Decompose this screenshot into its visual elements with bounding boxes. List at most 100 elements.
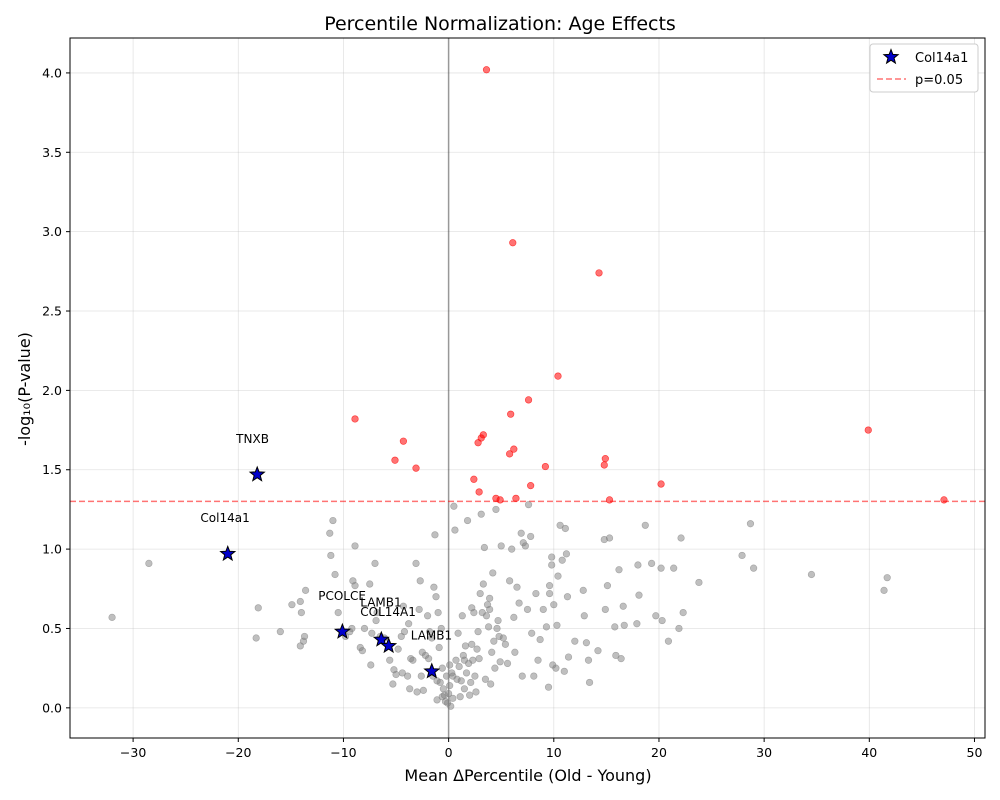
axes: −30 −20 −10 0 10 20 30 40 50 0.0 0.5 1.0 1.5 2.0 2.5 3.… xyxy=(42,65,982,760)
point-nonsignificant xyxy=(532,589,540,598)
x-tick-label: −10 xyxy=(330,745,356,760)
point-nonsignificant xyxy=(634,561,642,569)
point-nonsignificant xyxy=(450,502,458,510)
legend-label-highlight: Col14a1 xyxy=(915,51,968,66)
point-nonsignificant xyxy=(463,516,472,525)
point-nonsignificant xyxy=(552,664,560,672)
point-nonsignificant xyxy=(558,556,566,564)
point-nonsignificant xyxy=(477,510,485,518)
point-nonsignificant xyxy=(437,624,445,633)
point-nonsignificant xyxy=(452,656,460,664)
point-nonsignificant xyxy=(406,685,414,693)
point-nonsignificant xyxy=(524,501,533,509)
point-nonsignificant xyxy=(296,597,304,606)
point-nonsignificant xyxy=(880,586,888,594)
point-nonsignificant xyxy=(479,580,487,588)
point-significant xyxy=(554,372,562,380)
point-nonsignificant xyxy=(601,605,609,614)
chart-title: Percentile Normalization: Age Effects xyxy=(324,13,676,35)
point-nonsignificant xyxy=(449,672,457,680)
point-nonsignificant xyxy=(648,559,656,567)
point-nonsignificant xyxy=(515,599,523,607)
point-nonsignificant xyxy=(398,669,406,677)
point-significant xyxy=(475,488,483,496)
point-nonsignificant xyxy=(368,629,376,637)
point-nonsignificant xyxy=(468,640,476,648)
data-points xyxy=(108,66,948,710)
point-significant xyxy=(601,455,609,463)
point-nonsignificant xyxy=(409,656,417,664)
point-nonsignificant xyxy=(412,559,420,567)
point-highlight-star xyxy=(333,622,351,639)
x-tick-label: 20 xyxy=(651,745,667,760)
point-nonsignificant xyxy=(433,677,441,685)
point-nonsignificant xyxy=(497,542,505,550)
point-nonsignificant xyxy=(554,572,562,580)
point-nonsignificant xyxy=(460,685,468,693)
point-nonsignificant xyxy=(523,605,532,614)
reference-lines xyxy=(70,38,985,738)
point-nonsignificant xyxy=(392,670,400,679)
point-nonsignificant xyxy=(276,628,284,636)
point-nonsignificant xyxy=(481,675,490,683)
point-nonsignificant xyxy=(297,609,305,617)
point-nonsignificant xyxy=(454,629,462,637)
gene-label: LAMB1 xyxy=(411,629,452,643)
point-nonsignificant xyxy=(334,609,342,617)
point-nonsignificant xyxy=(434,609,442,617)
point-significant xyxy=(412,464,420,472)
point-nonsignificant xyxy=(560,667,568,675)
point-nonsignificant xyxy=(545,582,554,590)
point-nonsignificant xyxy=(657,564,665,572)
point-nonsignificant xyxy=(367,661,375,669)
point-nonsignificant xyxy=(446,682,454,690)
point-nonsignificant xyxy=(561,524,569,533)
x-tick-label: 30 xyxy=(756,745,772,760)
point-nonsignificant xyxy=(633,620,641,628)
point-nonsignificant xyxy=(489,569,497,577)
point-nonsignificant xyxy=(513,583,521,591)
point-nonsignificant xyxy=(564,653,573,661)
point-nonsignificant xyxy=(473,645,481,653)
point-nonsignificant xyxy=(431,531,439,539)
point-significant xyxy=(509,239,517,247)
gene-label: PCOLCE xyxy=(318,589,366,603)
point-nonsignificant xyxy=(358,647,366,655)
point-nonsignificant xyxy=(426,628,434,636)
point-nonsignificant xyxy=(451,526,459,534)
point-nonsignificant xyxy=(652,612,660,620)
point-nonsignificant xyxy=(508,545,516,553)
point-significant xyxy=(512,494,520,502)
point-nonsignificant xyxy=(506,577,514,585)
point-nonsignificant xyxy=(475,655,483,663)
point-nonsignificant xyxy=(563,593,572,601)
point-nonsignificant xyxy=(300,632,309,641)
point-nonsignificant xyxy=(738,551,746,560)
point-nonsignificant xyxy=(582,639,590,647)
y-tick-label: 3.0 xyxy=(42,224,62,239)
point-nonsignificant xyxy=(372,616,380,625)
point-nonsignificant xyxy=(487,680,495,688)
point-nonsignificant xyxy=(605,534,614,542)
point-significant xyxy=(399,437,407,445)
x-tick-label: 50 xyxy=(967,745,983,760)
point-nonsignificant xyxy=(484,623,493,631)
point-nonsignificant xyxy=(469,656,477,664)
point-nonsignificant xyxy=(510,613,518,621)
point-significant xyxy=(524,396,533,404)
point-nonsignificant xyxy=(458,612,466,620)
point-nonsignificant xyxy=(488,648,496,656)
point-nonsignificant xyxy=(544,683,553,691)
point-nonsignificant xyxy=(386,656,394,664)
x-tick-label: 40 xyxy=(861,745,877,760)
point-nonsignificant xyxy=(430,583,438,591)
point-significant xyxy=(864,426,872,434)
point-nonsignificant xyxy=(471,672,479,680)
point-nonsignificant xyxy=(579,586,587,594)
point-nonsignificant xyxy=(503,659,512,667)
point-highlight-star xyxy=(219,544,237,562)
gene-label: COL14A1 xyxy=(360,605,416,619)
y-tick-label: 0.0 xyxy=(42,700,62,715)
point-nonsignificant xyxy=(480,543,488,552)
